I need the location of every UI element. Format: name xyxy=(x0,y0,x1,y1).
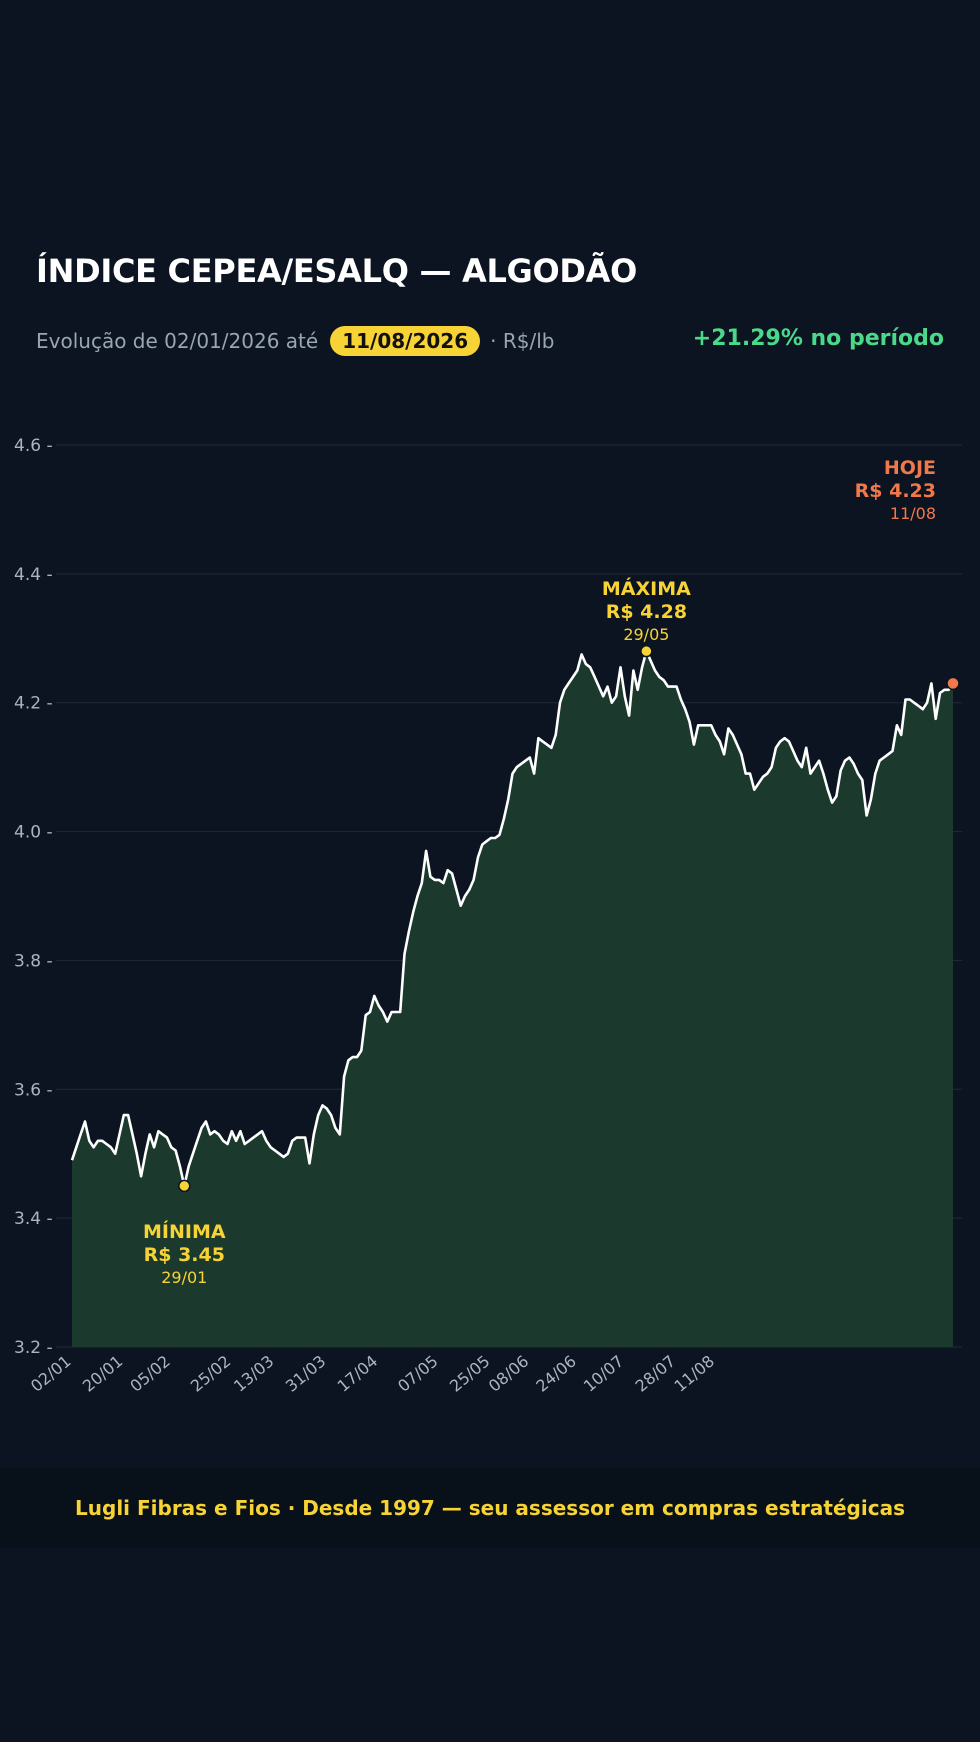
x-tick-label: 13/03 xyxy=(230,1352,278,1396)
x-tick-label: 24/06 xyxy=(532,1352,580,1396)
today-label: HOJE xyxy=(884,457,936,479)
x-tick-label: 11/08 xyxy=(671,1352,719,1396)
price-area-chart: 3.2 - 3.4 - 3.6 - 3.8 - 4.0 - 4.2 - 4.4 - 4.6 -… xyxy=(14,436,962,1396)
y-tick-label: 4.0 - xyxy=(14,823,53,843)
price-line xyxy=(70,649,955,1188)
min-label: MÍNIMA xyxy=(143,1220,226,1243)
x-tick-label: 02/01 xyxy=(27,1352,75,1396)
max-label: MÁXIMA xyxy=(602,577,691,600)
y-tick-label: 3.4 - xyxy=(14,1209,53,1229)
x-tick-label: 25/05 xyxy=(446,1352,494,1396)
x-tick-label: 05/02 xyxy=(126,1352,174,1396)
x-tick-label: 28/07 xyxy=(632,1352,680,1396)
page-title: ÍNDICE CEPEA/ESALQ — ALGODÃO xyxy=(36,252,638,290)
price-area-fill xyxy=(72,651,953,1347)
y-tick-label: 3.2 - xyxy=(14,1338,53,1358)
y-tick-label: 3.6 - xyxy=(14,1080,53,1100)
footer-bar: Lugli Fibras e Fios · Desde 1997 — seu a… xyxy=(0,1468,980,1548)
x-tick-label: 07/05 xyxy=(394,1352,442,1396)
y-tick-label: 4.6 - xyxy=(14,436,53,456)
x-tick-label: 17/04 xyxy=(334,1352,382,1396)
x-tick-label: 08/06 xyxy=(485,1352,533,1396)
x-tick-label: 25/02 xyxy=(187,1352,235,1396)
y-tick-label: 4.4 - xyxy=(14,565,53,585)
today-marker xyxy=(946,676,960,691)
unit-label: · R$/lb xyxy=(490,329,555,353)
footer-text: Lugli Fibras e Fios · Desde 1997 — seu a… xyxy=(75,1496,905,1520)
x-tick-label: 10/07 xyxy=(580,1352,628,1396)
period-subtitle: Evolução de 02/01/2026 até 11/08/2026 · … xyxy=(36,326,554,356)
today-value: R$ 4.23 xyxy=(855,480,936,502)
y-tick-label: 3.8 - xyxy=(14,951,53,971)
max-marker xyxy=(640,644,653,658)
x-tick-label: 20/01 xyxy=(79,1352,127,1396)
max-value: R$ 4.28 xyxy=(606,601,687,623)
min-date: 29/01 xyxy=(161,1268,207,1287)
period-prefix: Evolução de 02/01/2026 até xyxy=(36,329,319,353)
min-value: R$ 3.45 xyxy=(144,1244,225,1266)
end-date-badge: 11/08/2026 xyxy=(330,326,481,356)
x-tick-label: 31/03 xyxy=(282,1352,330,1396)
max-date: 29/05 xyxy=(623,625,669,644)
min-marker xyxy=(178,1179,191,1193)
y-tick-label: 4.2 - xyxy=(14,694,53,714)
today-date: 11/08 xyxy=(890,504,936,523)
period-change: +21.29% no período xyxy=(692,326,944,351)
